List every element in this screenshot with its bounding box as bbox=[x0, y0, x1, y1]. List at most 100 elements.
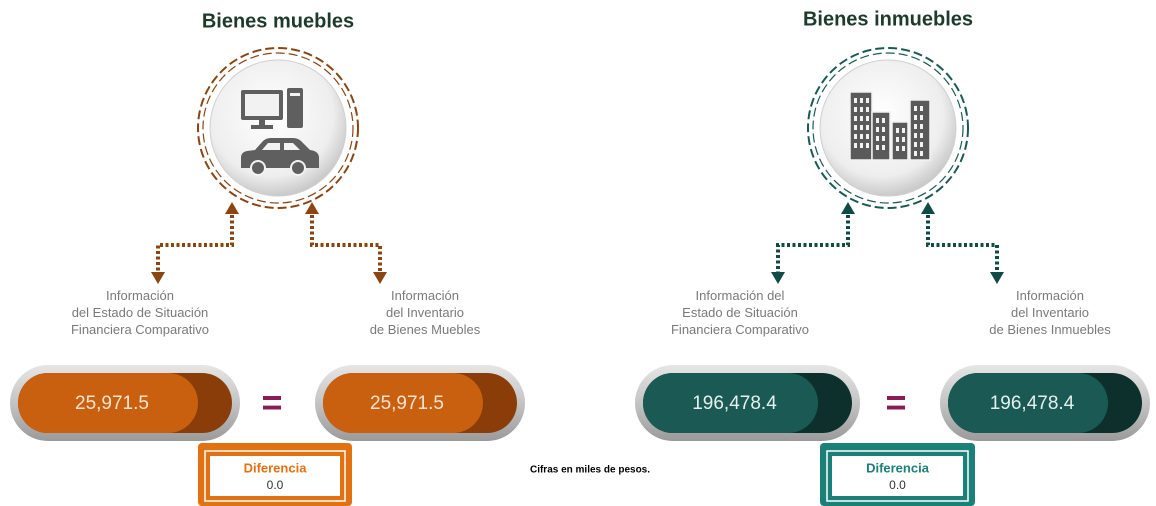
info-label: Información del Estado de Situación Financ… bbox=[71, 288, 209, 337]
label-line: de Bienes Inmuebles bbox=[989, 322, 1111, 337]
stand-base bbox=[251, 125, 273, 129]
window bbox=[920, 142, 923, 147]
label-line: del Inventario bbox=[1011, 305, 1089, 320]
window bbox=[914, 106, 917, 111]
window bbox=[882, 136, 885, 141]
connector bbox=[776, 215, 850, 272]
window bbox=[902, 137, 905, 142]
pill-main bbox=[643, 373, 818, 433]
info-label: Información del Estado de Situación Financ… bbox=[671, 288, 809, 337]
window bbox=[896, 137, 899, 142]
difference-inner bbox=[210, 456, 340, 496]
window bbox=[914, 142, 917, 147]
window bbox=[854, 116, 857, 121]
arrowhead bbox=[771, 272, 785, 284]
window bbox=[860, 125, 863, 130]
window bbox=[854, 107, 857, 112]
label-line: Financiera Comparativo bbox=[71, 322, 209, 337]
equals-sign: = bbox=[885, 382, 906, 423]
label-line: Información del bbox=[696, 288, 785, 303]
pill-main bbox=[18, 373, 198, 433]
difference-inner bbox=[832, 456, 963, 496]
window bbox=[920, 133, 923, 138]
window bbox=[920, 106, 923, 111]
window bbox=[860, 107, 863, 112]
section-title: Bienes muebles bbox=[202, 10, 354, 32]
window bbox=[854, 134, 857, 139]
arrowhead bbox=[841, 202, 855, 214]
window bbox=[866, 134, 869, 139]
window bbox=[866, 116, 869, 121]
pill-value: 196,478.4 bbox=[692, 393, 777, 414]
ring-inner bbox=[812, 52, 964, 204]
wheel bbox=[250, 160, 266, 176]
window bbox=[876, 145, 879, 150]
tower bbox=[287, 88, 303, 128]
pill-main bbox=[948, 373, 1108, 433]
window bbox=[866, 107, 869, 112]
window bbox=[902, 146, 905, 151]
window bbox=[920, 151, 923, 156]
window bbox=[854, 143, 857, 148]
arrowhead bbox=[373, 272, 387, 284]
ring bbox=[197, 47, 359, 209]
pill-main bbox=[323, 373, 483, 433]
label-line: del Inventario bbox=[386, 305, 464, 320]
window bbox=[876, 127, 879, 132]
arrowhead bbox=[305, 202, 319, 214]
connector bbox=[310, 215, 382, 272]
connector bbox=[926, 215, 999, 272]
building bbox=[891, 121, 909, 161]
equals-sign: = bbox=[261, 382, 282, 423]
pill-value: 25,971.5 bbox=[75, 393, 149, 414]
window bbox=[866, 143, 869, 148]
window bbox=[860, 134, 863, 139]
window bbox=[860, 116, 863, 121]
connector bbox=[156, 215, 234, 272]
difference-label: Diferencia bbox=[244, 460, 308, 475]
window bbox=[882, 118, 885, 123]
window bbox=[882, 127, 885, 132]
difference-value: 0.0 bbox=[889, 478, 906, 492]
footnote: Cifras en miles de pesos. bbox=[530, 465, 650, 476]
label-line: Información bbox=[106, 288, 174, 303]
window bbox=[902, 128, 905, 133]
label-line: del Estado de Situación bbox=[72, 305, 209, 320]
car-window bbox=[262, 143, 300, 150]
arrowhead bbox=[921, 202, 935, 214]
window bbox=[860, 98, 863, 103]
difference-value: 0.0 bbox=[267, 478, 284, 492]
window bbox=[896, 146, 899, 151]
arrowhead bbox=[990, 272, 1004, 284]
screen bbox=[245, 94, 279, 116]
window bbox=[876, 136, 879, 141]
info-label: Información del Inventario de Bienes Inmue… bbox=[989, 288, 1111, 337]
difference-frame bbox=[826, 450, 969, 502]
window bbox=[914, 115, 917, 120]
label-line: Información bbox=[1016, 288, 1084, 303]
label-line: de Bienes Muebles bbox=[370, 322, 481, 337]
arrowhead bbox=[225, 202, 239, 214]
stand bbox=[259, 120, 265, 126]
section: Bienes muebles Información del Estado de S… bbox=[10, 10, 525, 506]
disc bbox=[209, 59, 347, 197]
pill-value: 25,971.5 bbox=[370, 393, 444, 414]
window bbox=[914, 133, 917, 138]
section-title: Bienes inmuebles bbox=[803, 8, 973, 30]
label-line: Financiera Comparativo bbox=[671, 322, 809, 337]
window bbox=[866, 98, 869, 103]
wheel bbox=[290, 160, 306, 176]
tower-slot bbox=[290, 93, 300, 96]
window bbox=[882, 145, 885, 150]
window bbox=[854, 125, 857, 130]
building bbox=[871, 111, 891, 161]
window bbox=[876, 118, 879, 123]
window bbox=[914, 124, 917, 129]
arrowhead bbox=[151, 272, 165, 284]
section: Bienes inmuebles Información del Estado de… bbox=[635, 8, 1150, 506]
window bbox=[920, 115, 923, 120]
window bbox=[920, 124, 923, 129]
window bbox=[896, 128, 899, 133]
label-line: Información bbox=[391, 288, 459, 303]
label-line: Estado de Situación bbox=[682, 305, 798, 320]
